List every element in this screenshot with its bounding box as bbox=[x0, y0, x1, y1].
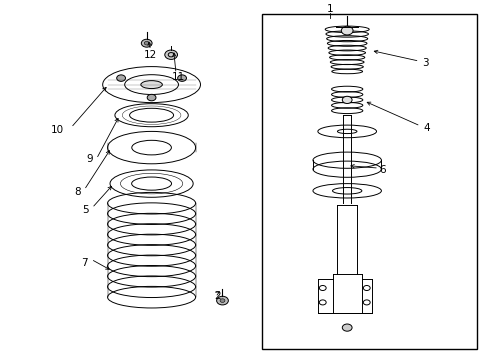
Bar bbox=[261, 14, 476, 349]
Text: 12: 12 bbox=[143, 50, 157, 60]
Circle shape bbox=[141, 39, 152, 47]
Text: 7: 7 bbox=[81, 258, 87, 268]
Circle shape bbox=[342, 96, 351, 104]
Circle shape bbox=[177, 75, 186, 81]
Text: 4: 4 bbox=[422, 123, 429, 133]
Text: 8: 8 bbox=[74, 186, 81, 197]
Text: 11: 11 bbox=[171, 72, 185, 82]
Circle shape bbox=[117, 75, 125, 81]
Circle shape bbox=[341, 26, 352, 35]
Text: 1: 1 bbox=[326, 4, 333, 14]
Circle shape bbox=[220, 299, 224, 302]
Text: 10: 10 bbox=[51, 125, 64, 135]
Text: 6: 6 bbox=[378, 165, 385, 175]
Ellipse shape bbox=[141, 81, 162, 89]
Circle shape bbox=[147, 94, 156, 101]
Circle shape bbox=[164, 50, 177, 59]
Text: 9: 9 bbox=[86, 154, 93, 164]
Text: 3: 3 bbox=[421, 58, 428, 68]
Text: 5: 5 bbox=[82, 204, 89, 215]
Text: 2: 2 bbox=[214, 291, 221, 301]
Circle shape bbox=[342, 324, 351, 331]
Circle shape bbox=[144, 41, 149, 45]
Circle shape bbox=[216, 296, 228, 305]
